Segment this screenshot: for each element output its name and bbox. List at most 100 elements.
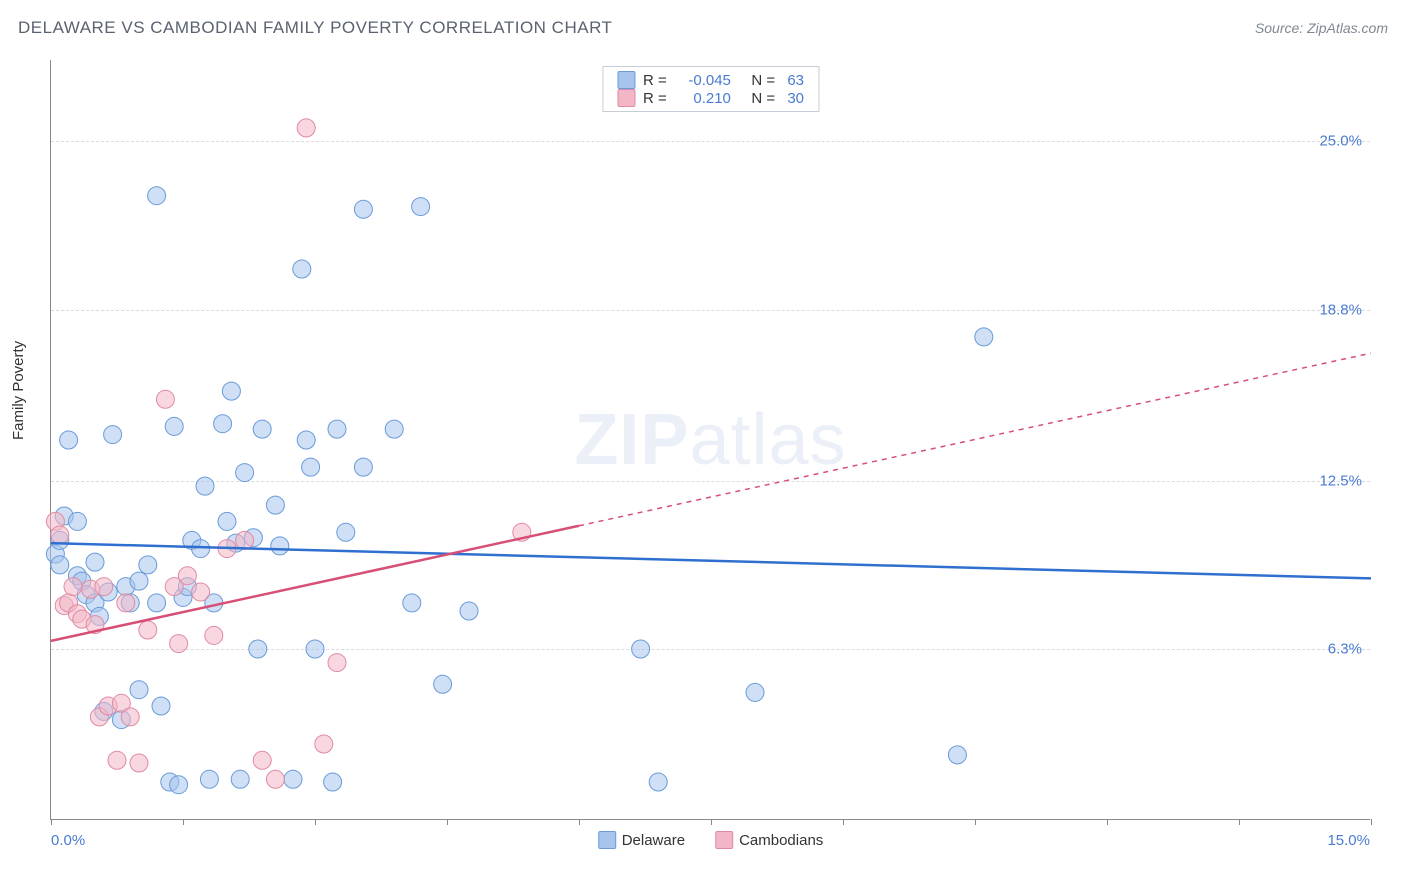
stat-r-value: -0.045 bbox=[679, 72, 731, 89]
data-point bbox=[253, 420, 271, 438]
data-point bbox=[130, 754, 148, 772]
legend-item: Cambodians bbox=[715, 831, 823, 849]
x-tick bbox=[315, 819, 316, 825]
regression-line bbox=[51, 543, 1371, 578]
data-point bbox=[315, 735, 333, 753]
x-axis-max-label: 15.0% bbox=[1327, 832, 1370, 849]
scatter-svg bbox=[51, 60, 1370, 819]
data-point bbox=[108, 751, 126, 769]
x-tick bbox=[1371, 819, 1372, 825]
data-point bbox=[236, 464, 254, 482]
x-tick bbox=[51, 819, 52, 825]
stat-r-value: 0.210 bbox=[679, 90, 731, 107]
stat-n-value: 63 bbox=[787, 72, 804, 89]
legend-swatch-icon bbox=[715, 831, 733, 849]
data-point bbox=[117, 594, 135, 612]
data-point bbox=[156, 390, 174, 408]
legend-swatch-icon bbox=[598, 831, 616, 849]
data-point bbox=[139, 556, 157, 574]
plot-area: ZIPatlas 6.3%12.5%18.8%25.0% R = -0.045 … bbox=[50, 60, 1370, 820]
stat-r-label: R = bbox=[643, 90, 671, 107]
x-tick bbox=[1107, 819, 1108, 825]
y-axis-label: Family Poverty bbox=[10, 341, 27, 440]
data-point bbox=[64, 578, 82, 596]
stat-r-label: R = bbox=[643, 72, 671, 89]
data-point bbox=[104, 426, 122, 444]
data-point bbox=[297, 431, 315, 449]
data-point bbox=[222, 382, 240, 400]
data-point bbox=[975, 328, 993, 346]
data-point bbox=[148, 187, 166, 205]
x-axis-min-label: 0.0% bbox=[51, 832, 85, 849]
data-point bbox=[354, 200, 372, 218]
x-tick bbox=[975, 819, 976, 825]
data-point bbox=[200, 770, 218, 788]
x-tick bbox=[579, 819, 580, 825]
data-point bbox=[130, 681, 148, 699]
legend-swatch-icon bbox=[617, 71, 635, 89]
chart-title: DELAWARE VS CAMBODIAN FAMILY POVERTY COR… bbox=[18, 18, 612, 38]
data-point bbox=[302, 458, 320, 476]
data-point bbox=[412, 198, 430, 216]
data-point bbox=[196, 477, 214, 495]
data-point bbox=[148, 594, 166, 612]
data-point bbox=[649, 773, 667, 791]
x-tick bbox=[183, 819, 184, 825]
data-point bbox=[328, 654, 346, 672]
data-point bbox=[152, 697, 170, 715]
data-point bbox=[328, 420, 346, 438]
data-point bbox=[130, 572, 148, 590]
data-point bbox=[139, 621, 157, 639]
data-point bbox=[271, 537, 289, 555]
stat-row: R = -0.045 N = 63 bbox=[617, 71, 804, 89]
data-point bbox=[460, 602, 478, 620]
stat-row: R = 0.210 N = 30 bbox=[617, 89, 804, 107]
data-point bbox=[121, 708, 139, 726]
data-point bbox=[60, 431, 78, 449]
data-point bbox=[632, 640, 650, 658]
data-point bbox=[218, 512, 236, 530]
data-point bbox=[170, 635, 188, 653]
regression-line-extrapolated bbox=[579, 353, 1371, 526]
stat-n-label: N = bbox=[739, 90, 779, 107]
data-point bbox=[51, 556, 69, 574]
data-point bbox=[170, 776, 188, 794]
data-point bbox=[403, 594, 421, 612]
data-point bbox=[284, 770, 302, 788]
data-point bbox=[178, 567, 196, 585]
data-point bbox=[192, 540, 210, 558]
data-point bbox=[95, 578, 113, 596]
x-tick bbox=[711, 819, 712, 825]
data-point bbox=[192, 583, 210, 601]
data-point bbox=[231, 770, 249, 788]
data-point bbox=[86, 553, 104, 571]
data-point bbox=[434, 675, 452, 693]
data-point bbox=[266, 496, 284, 514]
data-point bbox=[51, 526, 69, 544]
data-point bbox=[306, 640, 324, 658]
data-point bbox=[337, 523, 355, 541]
stat-n-value: 30 bbox=[787, 90, 804, 107]
x-tick bbox=[447, 819, 448, 825]
legend-swatch-icon bbox=[617, 89, 635, 107]
source-label: Source: ZipAtlas.com bbox=[1255, 20, 1388, 36]
data-point bbox=[266, 770, 284, 788]
data-point bbox=[214, 415, 232, 433]
legend-item: Delaware bbox=[598, 831, 685, 849]
data-point bbox=[948, 746, 966, 764]
data-point bbox=[253, 751, 271, 769]
data-point bbox=[165, 417, 183, 435]
data-point bbox=[68, 512, 86, 530]
data-point bbox=[249, 640, 267, 658]
data-point bbox=[297, 119, 315, 137]
data-point bbox=[324, 773, 342, 791]
stat-n-label: N = bbox=[739, 72, 779, 89]
data-point bbox=[746, 683, 764, 701]
data-point bbox=[236, 531, 254, 549]
x-tick bbox=[843, 819, 844, 825]
x-tick bbox=[1239, 819, 1240, 825]
data-point bbox=[354, 458, 372, 476]
bottom-legend: Delaware Cambodians bbox=[598, 831, 824, 849]
legend-label: Cambodians bbox=[739, 832, 823, 849]
stats-box: R = -0.045 N = 63R = 0.210 N = 30 bbox=[602, 66, 819, 112]
